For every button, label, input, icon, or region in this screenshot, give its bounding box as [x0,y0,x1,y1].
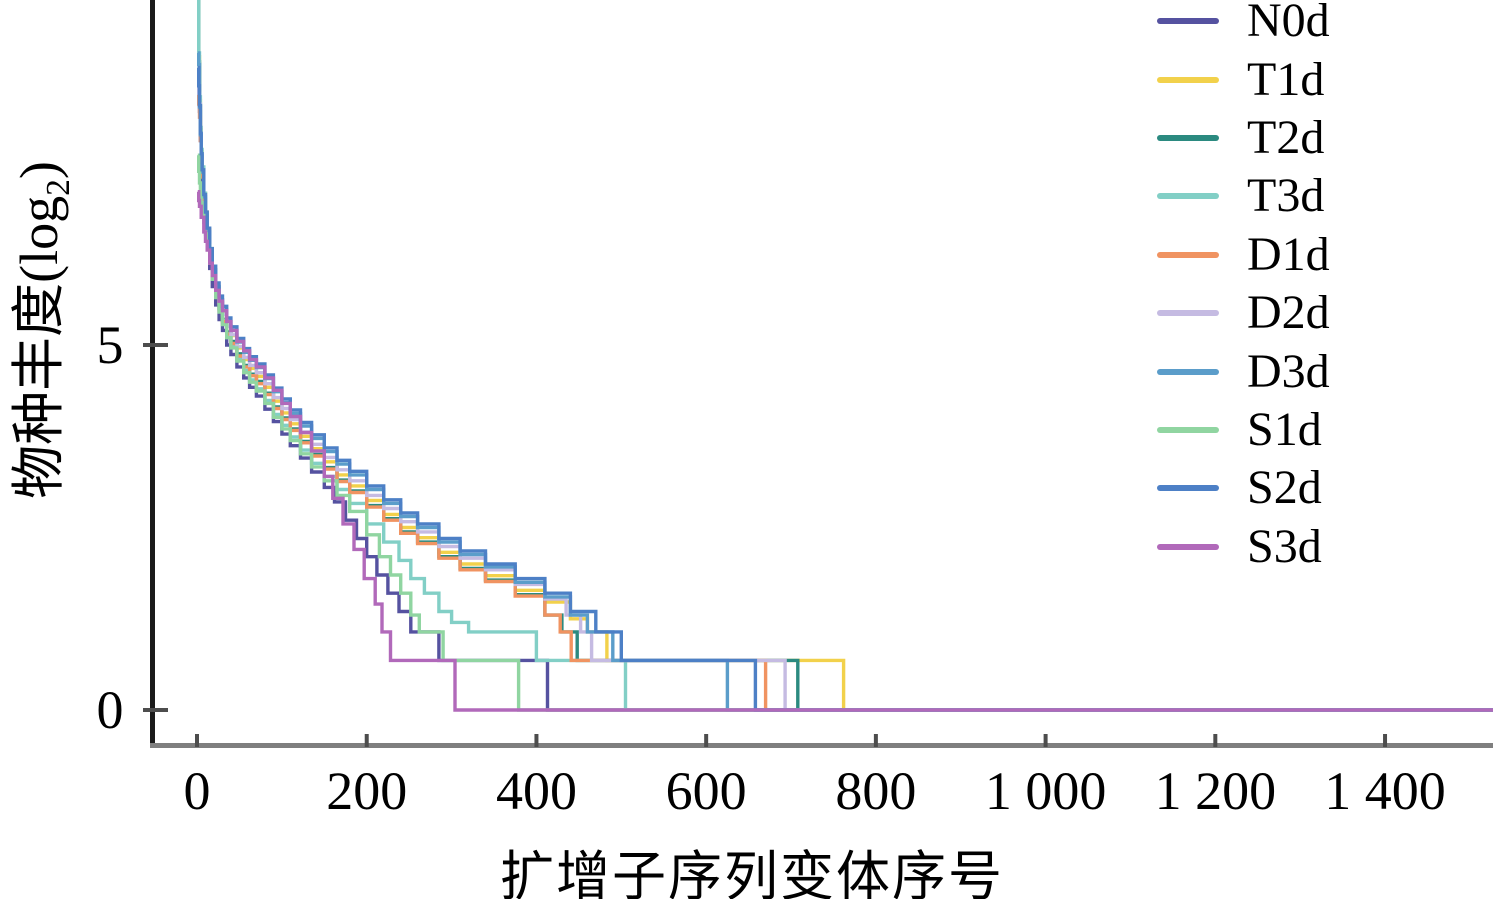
x-tick-label-400: 400 [495,761,577,821]
legend-item-D3d: D3d [1157,342,1330,400]
y-axis-title-subscript: 2 [39,179,77,196]
legend-swatch-D2d [1157,310,1219,317]
legend-item-S1d: S1d [1157,401,1330,459]
x-tick-label-0: 0 [183,761,211,821]
legend-swatch-D1d [1157,251,1219,258]
legend-item-T1d: T1d [1157,50,1330,108]
legend-label-T3d: T3d [1247,169,1325,223]
y-tick-label-5: 5 [96,315,124,375]
x-tick-label-800: 800 [835,761,917,821]
legend-item-N0d: N0d [1157,0,1330,50]
y-axis-title-close: ) [9,161,70,180]
x-tick-label-600: 600 [665,761,747,821]
legend-item-S3d: S3d [1157,518,1330,576]
legend-swatch-S1d [1157,426,1219,433]
legend-item-D1d: D1d [1157,226,1330,284]
legend-item-D2d: D2d [1157,284,1330,342]
legend-item-S2d: S2d [1157,459,1330,517]
legend-swatch-T1d [1157,76,1219,83]
x-tick-label-200: 200 [326,761,408,821]
legend-label-S1d: S1d [1247,402,1322,456]
x-tick-label-1400: 1 400 [1324,761,1446,821]
legend-item-T2d: T2d [1157,109,1330,167]
y-axis-title-main: 物种丰度(log [9,195,70,499]
legend-swatch-S3d [1157,543,1219,550]
legend-item-T3d: T3d [1157,167,1330,225]
x-axis-title: 扩增子序列变体序号 [500,847,1004,899]
legend-label-T1d: T1d [1247,52,1325,106]
x-tick-label-1000: 1 000 [984,761,1107,821]
x-tick-label-1200: 1 200 [1154,761,1277,821]
legend-label-D2d: D2d [1247,286,1330,340]
y-axis-title: 物种丰度(log2) [0,161,78,499]
legend-swatch-T2d [1157,134,1219,141]
legend: N0d T1d T2d T3d D1d D2d D3d S1d S2d S3d [1157,0,1330,576]
legend-label-S3d: S3d [1247,519,1322,573]
legend-label-T2d: T2d [1247,110,1325,164]
legend-swatch-S2d [1157,485,1219,492]
legend-swatch-D3d [1157,368,1219,375]
legend-swatch-N0d [1157,18,1219,25]
legend-label-N0d: N0d [1247,0,1330,48]
legend-label-D1d: D1d [1247,227,1330,281]
legend-label-S2d: S2d [1247,461,1322,515]
legend-swatch-T3d [1157,193,1219,200]
series-line-S3d [197,190,1493,712]
y-tick-label-0: 0 [96,680,124,740]
legend-label-D3d: D3d [1247,344,1330,398]
